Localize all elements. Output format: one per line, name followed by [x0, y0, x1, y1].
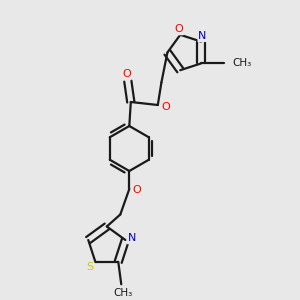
Text: O: O [133, 184, 142, 195]
Text: S: S [86, 262, 94, 272]
Text: CH₃: CH₃ [232, 58, 251, 68]
Text: CH₃: CH₃ [113, 288, 132, 298]
Text: O: O [122, 69, 131, 80]
Text: N: N [198, 31, 207, 41]
Text: N: N [128, 233, 136, 244]
Text: O: O [162, 101, 171, 112]
Text: O: O [174, 24, 183, 34]
